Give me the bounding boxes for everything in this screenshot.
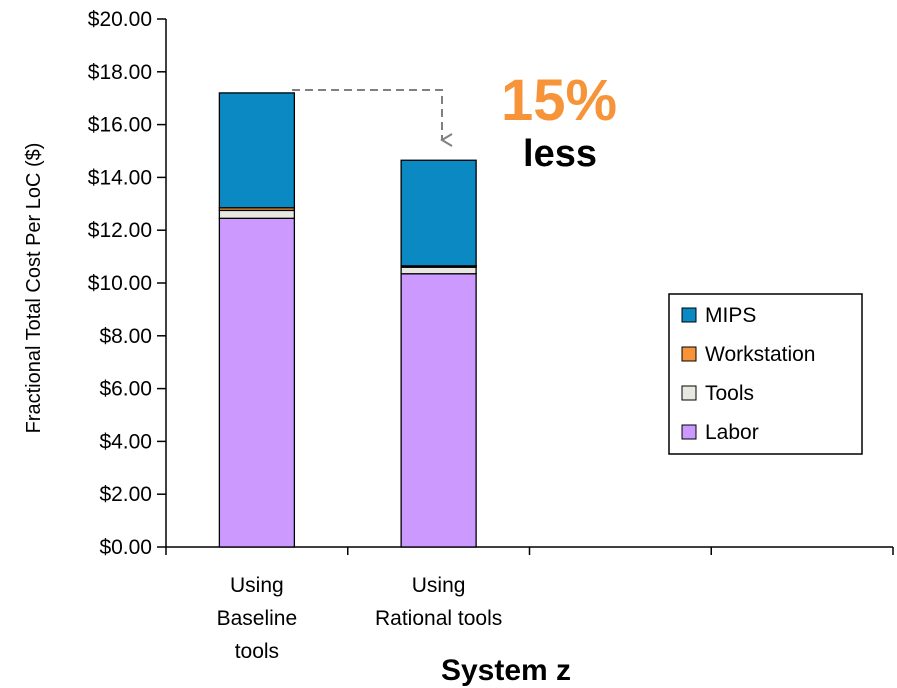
y-tick-label: $10.00 xyxy=(88,272,152,295)
savings-arrow xyxy=(292,89,453,147)
x-axis-title: System z xyxy=(441,654,571,687)
x-category-label: tools xyxy=(235,640,279,663)
bar-segment-tools xyxy=(400,266,477,275)
x-category-label: Baseline xyxy=(217,607,298,630)
y-tick-label: $18.00 xyxy=(88,61,152,84)
y-axis-title: Fractional Total Cost Per LoC ($) xyxy=(23,143,45,434)
bars xyxy=(218,92,477,548)
legend-swatch-mips xyxy=(681,307,697,323)
y-tick-label: $0.00 xyxy=(99,536,152,559)
legend-swatch-labor xyxy=(681,424,697,440)
savings-annotation: 15% less xyxy=(292,68,617,175)
y-axis: $0.00 $2.00 $4.00 $6.00 $8.00 $10.00 $12.00 $14… xyxy=(88,8,167,559)
bar-segment-tools xyxy=(218,209,296,219)
legend-label-workstation: Workstation xyxy=(705,343,816,366)
legend-swatch-tools xyxy=(681,385,697,401)
legend-swatch-workstation xyxy=(681,346,697,362)
savings-label: less xyxy=(523,133,597,175)
legend-label-tools: Tools xyxy=(705,382,754,405)
y-tick-label: $12.00 xyxy=(88,219,152,242)
y-tick-label: $2.00 xyxy=(99,483,152,506)
legend: MIPS Workstation Tools Labor xyxy=(668,293,863,455)
x-category-label: Using xyxy=(230,574,284,597)
bar-segment-mips xyxy=(218,92,296,209)
x-category-label: Using xyxy=(412,574,466,597)
x-axis: Using Baseline tools Using Rational tools xyxy=(165,546,894,663)
bar-segment-labor xyxy=(218,217,296,548)
savings-percent: 15% xyxy=(501,68,617,133)
legend-label-mips: MIPS xyxy=(705,304,756,327)
legend-box xyxy=(668,293,863,455)
x-category-label: Rational tools xyxy=(375,607,502,630)
bar-segment-labor xyxy=(400,273,477,548)
y-tick-label: $8.00 xyxy=(99,325,152,348)
y-tick-label: $6.00 xyxy=(99,378,152,401)
y-tick-label: $20.00 xyxy=(88,8,152,31)
y-tick-label: $16.00 xyxy=(88,114,152,137)
legend-label-labor: Labor xyxy=(705,421,759,444)
y-tick-label: $14.00 xyxy=(88,166,152,189)
y-tick-label: $4.00 xyxy=(99,430,152,453)
bar-segment-mips xyxy=(400,159,477,267)
